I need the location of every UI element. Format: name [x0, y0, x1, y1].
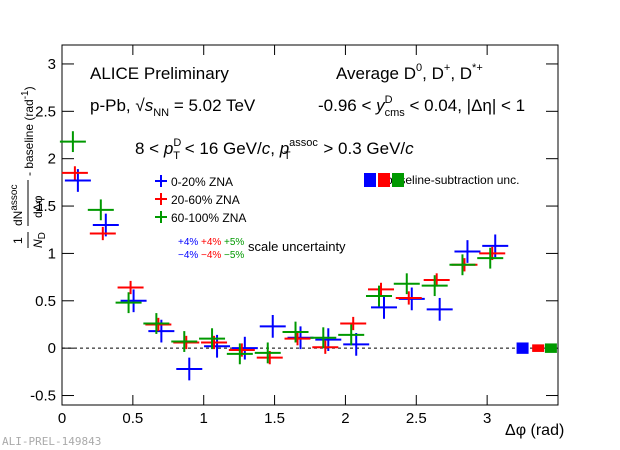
legend-box — [378, 173, 390, 187]
y-tick-label: 0 — [48, 340, 56, 357]
x-tick-label: 0 — [58, 410, 66, 427]
legend-label: 60-100% ZNA — [171, 211, 246, 225]
pt-range: 8 < pD T < 16 GeV/c, passoc T > 0.3 GeV/c — [135, 137, 414, 162]
legend-box — [392, 173, 404, 187]
baseline-label: baseline-subtraction unc. — [386, 173, 519, 187]
y-tick-label: 3 — [48, 56, 56, 73]
scale-unc-minus: −4% — [201, 250, 221, 261]
y-axis-label: 1 ND dNassoc dΔφ - baseline (rad-1) — [9, 86, 48, 248]
y-label-part: ND — [31, 232, 48, 248]
y-label-part: dNassoc — [9, 185, 25, 226]
baseline-unc-box — [544, 343, 557, 353]
legend-box — [364, 173, 376, 187]
y-label-part: 1 — [11, 237, 25, 244]
x-tick-label: 2 — [341, 410, 349, 427]
y-tick-label: 2.5 — [35, 103, 56, 120]
watermark: ALI-PREL-149843 — [2, 435, 101, 448]
x-axis-label: Δφ (rad) — [505, 422, 564, 439]
baseline-unc-box — [516, 342, 529, 354]
baseline-unc-box — [532, 344, 545, 352]
y-tick-label: 1.5 — [35, 198, 56, 215]
title-right: Average D0, D+, D*+ — [336, 62, 483, 83]
scale-label: scale uncertainty — [248, 239, 346, 254]
y-tick-label: 0.5 — [35, 293, 56, 310]
x-tick-label: 0.5 — [122, 410, 143, 427]
x-tick-label: 2.5 — [406, 410, 427, 427]
system: p-Pb, √sNN = 5.02 TeV — [90, 96, 256, 119]
x-tick-label: 1 — [200, 410, 208, 427]
legend-label: 20-60% ZNA — [171, 193, 240, 207]
x-tick-label: 1.5 — [264, 410, 285, 427]
rapidity: -0.96 < yD cms < 0.04, |Δη| < 1 — [318, 94, 525, 119]
y-tick-label: -0.5 — [30, 388, 56, 405]
scale-unc-minus: −4% — [178, 250, 198, 261]
y-label-part: - baseline (rad-1) — [20, 86, 36, 176]
plot-frame — [61, 44, 559, 406]
experiment: ALICE Preliminary — [90, 64, 229, 83]
y-tick-label: 2 — [48, 151, 56, 168]
scale-unc-minus: −5% — [224, 250, 244, 261]
y-tick-label: 1 — [48, 245, 56, 262]
legend-label: 0-20% ZNA — [171, 175, 233, 189]
scale-unc-plus: +4% — [201, 237, 221, 248]
scale-unc-plus: +5% — [224, 237, 244, 248]
x-tick-label: 3 — [483, 410, 491, 427]
scale-unc-plus: +4% — [178, 237, 198, 248]
y-label-part: dΔφ — [31, 195, 45, 218]
